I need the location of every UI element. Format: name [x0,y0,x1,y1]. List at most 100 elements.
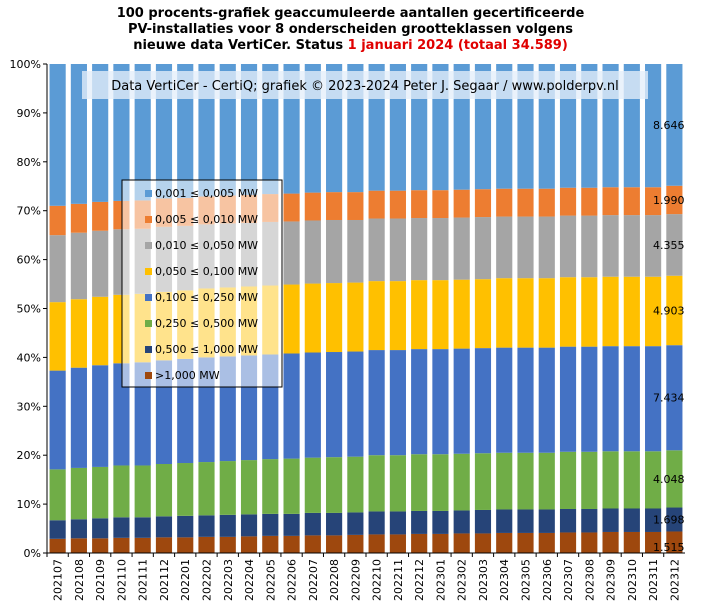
bar-segment-c3-202310 [623,451,640,509]
bar-segment-c6-202309 [602,215,619,277]
bar-segment-c1-202212 [411,533,428,553]
bar-segment-c4-202305 [517,347,534,453]
bar-segment-c4-202308 [581,346,598,452]
bar-segment-c5-202304 [496,278,513,348]
bar-segment-c7-202303 [474,189,492,218]
end-label-c1: 1.515 [653,541,685,554]
x-tick-label: 202109 [94,559,107,601]
end-label-c2: 1.698 [653,514,685,527]
bar-segment-c4-202310 [623,346,640,452]
bar-segment-c1-202310 [623,531,640,553]
title-status-date: 1 januari 2024 (totaal 34.589) [347,38,568,53]
bar-segment-c5-202309 [602,276,619,347]
bar-segment-c5-202306 [538,278,555,348]
bar-segment-c8-202311 [645,64,662,188]
legend-label-c4: 0,100 ≤ 0,250 MW [155,291,258,304]
bar-segment-c5-202305 [517,278,534,348]
bar-segment-c2-202112 [155,516,173,538]
legend-label-c5: 0,050 ≤ 0,100 MW [155,265,258,278]
bar-segment-c3-202107 [49,469,66,521]
bar-segment-c6-202206 [283,221,300,285]
bar-segment-c1-202306 [538,532,555,553]
x-tick-label: 202204 [243,559,256,601]
bar-segment-c3-202204 [240,460,258,515]
y-tick-label: 60% [17,254,41,267]
bar-segment-c6-202109 [92,230,109,297]
chart-title: 100 procents-grafiek geaccumuleerde aant… [0,6,701,54]
y-tick-label: 0% [24,547,41,560]
y-tick-label: 70% [17,205,41,218]
x-tick-label: 202112 [158,559,171,601]
bar-segment-c1-202201 [177,537,194,553]
legend-label-c2: 0,500 ≤ 1,000 MW [155,343,258,356]
bar-segment-c4-202311 [645,346,662,452]
bar-segment-c1-202301 [432,533,449,553]
bar-segment-c2-202109 [92,518,109,539]
bar-segment-c5-202206 [283,284,300,354]
end-label-c7: 1.990 [653,194,685,207]
x-tick-label: 202312 [668,559,681,601]
bar-segment-c2-202310 [623,508,640,532]
bar-segment-c7-202108 [70,203,87,233]
bar-segment-c2-202206 [283,513,300,536]
bar-segment-c2-202302 [453,510,470,534]
legend-swatch-c5 [145,268,152,275]
bar-segment-c5-202308 [581,277,598,347]
bar-segment-c3-202302 [453,453,470,511]
bar-segment-c5-202307 [559,277,577,347]
bar-segment-c1-202302 [453,533,470,553]
bar-segment-c3-202209 [347,456,364,513]
bar-segment-c4-202208 [326,352,343,458]
bar-segment-c6-202108 [70,232,87,300]
x-tick-label: 202307 [562,559,575,601]
bar-segment-c5-202312 [666,275,683,346]
bar-segment-c1-202204 [240,536,258,553]
bar-segment-c8-202312 [666,64,683,186]
bar-segment-c2-202303 [474,509,492,534]
bar-segment-c2-202305 [517,509,534,533]
end-label-c6: 4.355 [653,239,685,252]
bar-segment-c5-202208 [326,283,343,353]
x-tick-label: 202201 [179,559,192,601]
bar-segment-c2-202312 [666,507,683,532]
bar-segment-c3-202108 [70,467,87,520]
x-tick-label: 202304 [498,559,511,601]
bar-segment-c5-202212 [411,280,428,350]
bar-segment-c5-202209 [347,282,364,352]
legend-label-c3: 0,250 ≤ 0,500 MW [155,317,258,330]
bar-segment-c1-202207 [304,535,321,553]
bar-segment-c3-202112 [155,464,173,517]
bar-segment-c7-202206 [283,193,300,222]
x-tick-label: 202110 [115,559,128,601]
bar-segment-c6-202307 [559,215,577,278]
x-tick-label: 202303 [477,559,490,601]
bar-segment-c1-202307 [559,532,577,553]
x-tick-label: 202108 [73,559,86,601]
x-tick-label: 202202 [201,559,214,601]
bar-segment-c6-202311 [645,215,662,277]
credit-background [82,71,648,99]
bar-segment-c5-202107 [49,302,66,371]
bar-segment-c1-202309 [602,531,619,553]
title-line-3: nieuwe data VertiCer. Status 1 januari 2… [0,38,701,54]
end-label-c8: 8.646 [653,119,685,132]
y-tick-label: 90% [17,107,41,120]
legend-label-c1: >1,000 MW [155,369,220,382]
bar-segment-c7-202306 [538,188,555,217]
bar-segment-c1-202203 [219,536,236,553]
bar-segment-c3-202210 [368,455,385,512]
x-tick-label: 202211 [392,559,405,601]
bar-segment-c6-202303 [474,217,492,280]
legend-swatch-c3 [145,320,152,327]
x-tick-label: 202203 [222,559,235,601]
y-tick-label: 10% [17,498,41,511]
axes-layer: 0% 10% 20% 30% 40% 50% 60% 70% 80% 90% 100% 202107 2… [10,58,685,601]
bar-segment-c1-202205 [262,535,279,553]
bar-segment-c1-202206 [283,535,300,553]
legend-label-c7: 0,005 ≤ 0,010 MW [155,213,258,226]
credit-box: Data VertiCer - CertiQ; grafiek © 2023-2… [82,71,648,99]
bar-segment-c7-202209 [347,192,364,220]
bar-segment-c7-202107 [49,205,66,236]
bar-segment-c4-202302 [453,348,470,454]
